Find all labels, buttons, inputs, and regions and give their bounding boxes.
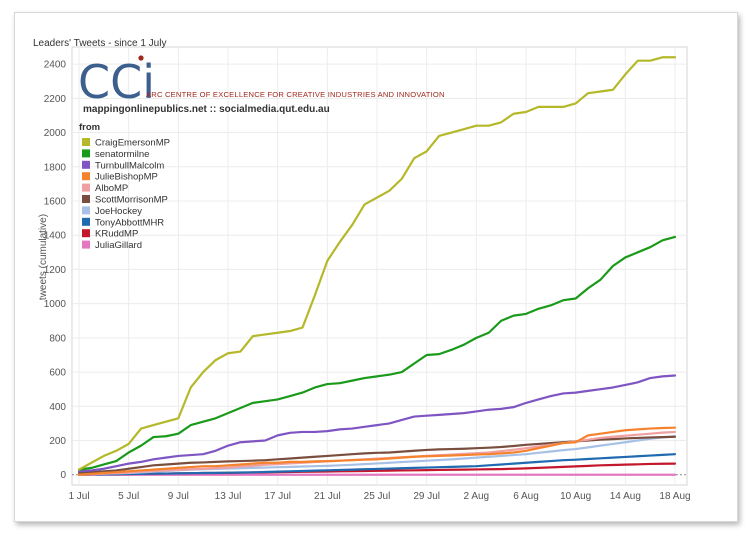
legend-entry: AlboMP bbox=[95, 183, 128, 194]
legend: from CraigEmersonMPsenatormilneTurnbullM… bbox=[79, 122, 170, 251]
x-tick-label: 25 Jul bbox=[364, 491, 391, 502]
legend-entry: ScottMorrisonMP bbox=[95, 195, 168, 206]
series-line-turnbullmalcolm bbox=[77, 374, 677, 473]
x-tick-label: 1 Jul bbox=[68, 491, 89, 502]
y-tick-label: 1600 bbox=[44, 196, 67, 207]
y-tick-label: 2200 bbox=[44, 94, 67, 105]
y-tick-label: 800 bbox=[49, 333, 66, 344]
legend-swatch bbox=[82, 138, 90, 146]
legend-entry: CraigEmersonMP bbox=[95, 138, 170, 149]
legend-swatch bbox=[82, 206, 90, 215]
chart-frame: 0 200 400 600 800 1000 1200 1400 1600 1800 2000 220… bbox=[14, 12, 738, 522]
legend-swatch bbox=[82, 240, 90, 249]
legend-swatch bbox=[82, 217, 90, 226]
series-layer bbox=[77, 56, 677, 476]
logo-letters: CCi bbox=[78, 55, 155, 109]
series-line-craigemersonmp bbox=[77, 56, 677, 471]
legend-entry: senatormilne bbox=[95, 149, 149, 160]
x-tick-label: 14 Aug bbox=[610, 491, 641, 502]
x-tick-label: 9 Jul bbox=[168, 491, 189, 502]
legend-entry: JoeHockey bbox=[95, 206, 142, 217]
legend-swatch bbox=[82, 229, 90, 238]
logo-url: mappingonlinepublics.net :: socialmedia.… bbox=[83, 104, 330, 115]
y-tick-label: 1400 bbox=[44, 231, 67, 242]
y-tick-label: 2400 bbox=[44, 60, 67, 71]
legend-entry: TurnbullMalcolm bbox=[95, 160, 164, 171]
legend-entry: KRuddMP bbox=[95, 229, 138, 240]
y-tick-label: 0 bbox=[60, 470, 66, 481]
series-line-tonyabbottmhr bbox=[77, 453, 677, 476]
y-tick-label: 1800 bbox=[44, 162, 67, 173]
axes: 0 200 400 600 800 1000 1200 1400 1600 1800 2000 220… bbox=[44, 60, 691, 502]
legend-swatch bbox=[82, 149, 90, 158]
legend-entry: JuliaGillard bbox=[95, 240, 142, 251]
series-line-juliebishopmp bbox=[77, 426, 677, 476]
y-tick-label: 2000 bbox=[44, 128, 67, 139]
y-tick-label: 1200 bbox=[44, 265, 67, 276]
x-tick-label: 13 Jul bbox=[215, 491, 242, 502]
y-tick-label: 200 bbox=[49, 436, 66, 447]
logo-caption: ARC CENTRE OF EXCELLENCE FOR CREATIVE IN… bbox=[146, 90, 445, 99]
logo-dot bbox=[138, 55, 144, 61]
y-axis-title: tweets (cumulative) bbox=[38, 214, 49, 300]
cci-logo: CCi ARC CENTRE OF EXCELLENCE FOR CREATIV… bbox=[78, 55, 445, 115]
legend-swatch bbox=[82, 172, 90, 181]
y-tick-label: 400 bbox=[49, 402, 66, 413]
x-tick-label: 18 Aug bbox=[659, 491, 690, 502]
y-tick-label: 600 bbox=[49, 368, 66, 379]
legend-swatch bbox=[82, 183, 90, 192]
plot-border bbox=[71, 46, 688, 486]
x-tick-label: 5 Jul bbox=[118, 491, 139, 502]
x-tick-label: 21 Jul bbox=[314, 491, 341, 502]
legend-swatch bbox=[82, 195, 90, 203]
x-tick-label: 10 Aug bbox=[560, 491, 591, 502]
chart-title: Leaders' Tweets - since 1 July bbox=[33, 38, 166, 49]
legend-entry: TonyAbbottMHR bbox=[95, 217, 164, 228]
x-tick-label: 29 Jul bbox=[413, 491, 440, 502]
y-tick-label: 1000 bbox=[44, 299, 67, 310]
x-tick-label: 6 Aug bbox=[513, 491, 539, 502]
x-tick-label: 17 Jul bbox=[264, 491, 291, 502]
x-tick-label: 2 Aug bbox=[464, 491, 490, 502]
legend-swatch bbox=[82, 160, 90, 169]
legend-entry: JulieBishopMP bbox=[95, 172, 158, 183]
line-chart: 0 200 400 600 800 1000 1200 1400 1600 1800 2000 220… bbox=[33, 38, 691, 502]
legend-title: from bbox=[79, 122, 100, 133]
series-line-senatormilne bbox=[77, 235, 677, 471]
